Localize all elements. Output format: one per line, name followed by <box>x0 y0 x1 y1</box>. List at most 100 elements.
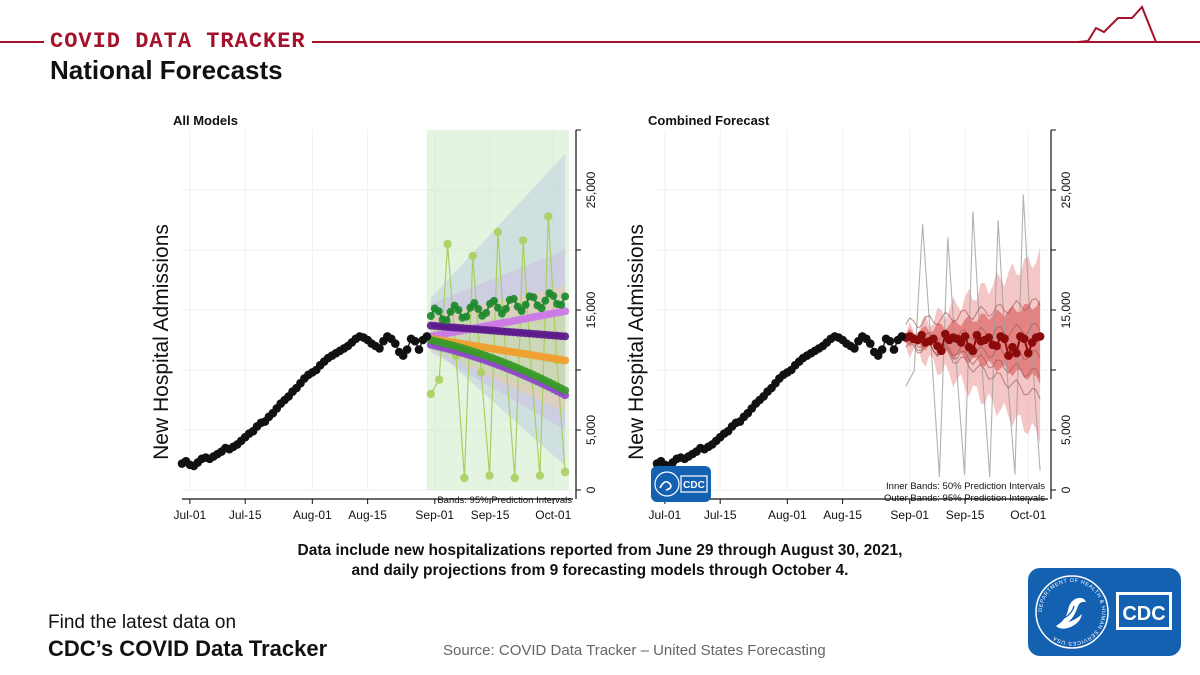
all-models-chart: All Models New Hospital Admissions Jul-0… <box>140 105 610 530</box>
combined-forecast-point <box>917 330 926 340</box>
observed-point <box>889 345 899 354</box>
brand-title: COVID DATA TRACKER <box>44 29 312 55</box>
series-point <box>521 300 530 309</box>
y-tick-label: 25,000 <box>584 171 598 208</box>
combined-forecast-point <box>1012 348 1021 358</box>
y-tick-label: 5,000 <box>584 415 598 445</box>
series-point <box>529 293 538 302</box>
series-point <box>434 307 443 316</box>
observed-point <box>375 344 384 353</box>
combined-forecast-point <box>984 333 994 342</box>
chart-caption: Data include new hospitalizations report… <box>0 541 1200 581</box>
all-models-plot: All Models New Hospital Admissions Jul-0… <box>150 113 598 522</box>
series-point <box>544 212 553 221</box>
x-tick-label: Sep-01 <box>415 508 454 522</box>
y-axis-label: New Hospital Admissions <box>150 224 173 460</box>
sparkline-decoration <box>1078 5 1200 43</box>
combined-forecast-point <box>1035 332 1045 341</box>
observed-line <box>181 335 428 467</box>
series-point <box>535 471 545 480</box>
observed-point <box>885 336 895 346</box>
series-point <box>426 312 435 320</box>
x-tick-label: Jul-15 <box>704 508 737 522</box>
combined-forecast-point <box>992 341 1001 351</box>
cdc-hhs-logo: DEPARTMENT OF HEALTH & HUMAN SERVICES US… <box>1028 568 1181 656</box>
observed-point <box>865 339 875 348</box>
cdc-logo-small: CDC <box>651 466 711 502</box>
series-point <box>470 299 479 308</box>
series-point <box>485 471 494 480</box>
bands-annotation: Bands: 95% Prediction Intervals <box>437 495 572 506</box>
combined-forecast-point <box>1020 334 1029 344</box>
page-title: National Forecasts <box>50 55 283 85</box>
series-point <box>476 368 486 377</box>
chart-title: Combined Forecast <box>648 113 770 128</box>
combined-forecast-point <box>1023 348 1033 358</box>
series-point <box>537 304 546 313</box>
series-point <box>435 375 444 384</box>
series-point <box>518 236 528 245</box>
series-point <box>501 304 510 313</box>
outer-bands-annotation: Outer Bands: 95% Prediction Intervals <box>884 493 1045 504</box>
find-latest-text: Find the latest data on <box>48 612 237 633</box>
series-point <box>549 291 558 300</box>
y-tick-label: 0 <box>584 486 598 493</box>
x-tick-label: Jul-01 <box>649 508 682 522</box>
series-point <box>561 332 570 341</box>
series-point <box>474 304 483 313</box>
series-point <box>561 356 570 365</box>
y-tick-label: 25,000 <box>1059 171 1073 208</box>
observed-point <box>414 345 424 354</box>
series-point <box>509 294 518 303</box>
observed-point <box>390 339 400 348</box>
x-tick-label: Aug-15 <box>348 508 387 522</box>
observed-point <box>877 345 887 354</box>
series-point <box>561 292 570 301</box>
series-point <box>442 316 451 325</box>
observed-point <box>897 332 907 341</box>
x-tick-label: Sep-01 <box>890 508 929 522</box>
x-tick-label: Jul-01 <box>174 508 207 522</box>
combined-forecast-point <box>1000 334 1009 344</box>
combined-forecast-point <box>929 334 938 344</box>
series-point <box>460 473 469 483</box>
observed-point <box>422 332 432 341</box>
observed-point <box>410 336 420 346</box>
y-tick-label: 15,000 <box>584 291 598 328</box>
observed-point <box>402 345 412 354</box>
series-point <box>490 296 499 305</box>
caption-line-1: Data include new hospitalizations report… <box>297 542 903 559</box>
x-tick-label: Aug-01 <box>768 508 807 522</box>
combined-forecast-point <box>1004 351 1013 360</box>
x-tick-label: Oct-01 <box>535 508 571 522</box>
series-point <box>560 467 570 477</box>
header-rule <box>0 41 1200 43</box>
cdc-mark: CDC <box>1122 603 1165 625</box>
series-point <box>493 303 502 312</box>
series-point <box>482 308 491 317</box>
inner-bands-annotation: Inner Bands: 50% Prediction Intervals <box>886 481 1045 492</box>
series-point <box>454 305 463 314</box>
combined-forecast-plot: Combined Forecast New Hospital Admission… <box>625 113 1073 522</box>
combined-forecast-point <box>960 332 970 341</box>
y-tick-label: 15,000 <box>1059 291 1073 328</box>
series-point <box>561 386 570 395</box>
chart-title: All Models <box>173 113 238 128</box>
x-tick-label: Aug-15 <box>823 508 862 522</box>
series-point <box>443 239 452 249</box>
combined-forecast-point <box>968 346 978 356</box>
caption-line-2: and daily projections from 9 forecasting… <box>351 562 849 579</box>
series-point <box>446 307 455 316</box>
tracker-link-text: CDC’s COVID Data Tracker <box>48 636 328 661</box>
observed-line <box>656 335 903 467</box>
series-point <box>468 251 477 261</box>
series-point <box>426 389 436 399</box>
y-tick-label: 0 <box>1059 486 1073 493</box>
x-tick-label: Sep-15 <box>471 508 510 522</box>
model-line <box>905 298 1041 329</box>
series-point <box>557 300 566 309</box>
x-tick-label: Oct-01 <box>1010 508 1046 522</box>
series-point <box>510 473 519 483</box>
series-point <box>541 296 550 305</box>
series-point <box>462 312 471 321</box>
